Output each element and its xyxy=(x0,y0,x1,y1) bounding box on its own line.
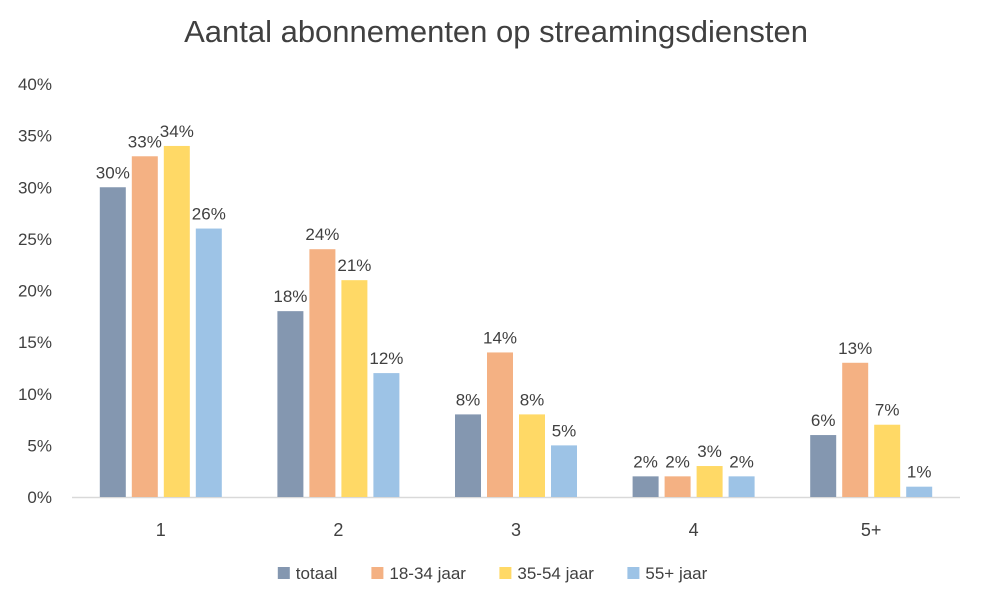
data-label: 1% xyxy=(907,463,932,482)
data-label: 34% xyxy=(160,122,194,141)
bar xyxy=(99,187,126,497)
data-label: 24% xyxy=(305,225,339,244)
data-label: 33% xyxy=(128,132,162,151)
data-label: 12% xyxy=(369,349,403,368)
bar xyxy=(455,414,481,497)
bar xyxy=(551,445,577,497)
y-tick-label: 35% xyxy=(18,127,52,146)
data-label: 2% xyxy=(665,452,690,471)
x-tick-label: 3 xyxy=(511,520,521,540)
y-tick-label: 20% xyxy=(18,282,52,301)
legend-label: 35-54 jaar xyxy=(517,564,594,583)
bar xyxy=(632,476,659,497)
data-label: 18% xyxy=(273,287,307,306)
bar xyxy=(874,424,901,497)
bar xyxy=(163,145,190,497)
y-tick-label: 25% xyxy=(18,230,52,249)
y-tick-label: 10% xyxy=(18,385,52,404)
data-label: 2% xyxy=(729,452,754,471)
data-label: 8% xyxy=(456,390,481,409)
x-tick-label: 4 xyxy=(689,520,699,540)
data-label: 13% xyxy=(838,339,872,358)
legend-label: totaal xyxy=(296,564,338,583)
chart-title: Aantal abonnementen op streamingsdienste… xyxy=(184,14,808,49)
data-label: 26% xyxy=(192,205,226,224)
legend-label: 55+ jaar xyxy=(645,564,707,583)
x-tick-label: 2 xyxy=(333,520,343,540)
bar xyxy=(810,435,837,497)
legend-swatch xyxy=(499,567,512,579)
bar xyxy=(519,414,545,497)
y-tick-label: 0% xyxy=(27,488,52,507)
y-tick-label: 30% xyxy=(18,178,52,197)
data-label: 14% xyxy=(483,328,517,347)
data-label: 5% xyxy=(552,421,577,440)
data-label: 21% xyxy=(337,256,371,275)
bar xyxy=(373,373,400,497)
x-tick-label: 5+ xyxy=(861,520,882,540)
bar xyxy=(341,280,368,497)
y-tick-label: 40% xyxy=(18,75,52,94)
bar xyxy=(906,486,933,497)
legend: totaal 18-34 jaar 35-54 jaar 55+ jaar xyxy=(277,564,708,583)
legend-swatch xyxy=(277,567,290,579)
legend-swatch xyxy=(371,567,384,579)
y-tick-label: 15% xyxy=(18,333,52,352)
data-label: 30% xyxy=(96,163,130,182)
data-label: 3% xyxy=(697,442,722,461)
data-label: 7% xyxy=(875,401,900,420)
bar xyxy=(487,352,513,497)
bar xyxy=(309,249,336,497)
bar xyxy=(664,476,691,497)
bar xyxy=(696,466,723,497)
legend-swatch xyxy=(627,567,640,579)
bar xyxy=(728,476,755,497)
bar xyxy=(842,362,869,497)
data-label: 2% xyxy=(633,452,658,471)
y-tick-label: 5% xyxy=(27,436,52,455)
bar xyxy=(131,156,158,497)
x-tick-label: 1 xyxy=(156,520,166,540)
bar xyxy=(277,311,304,497)
data-label: 6% xyxy=(811,411,836,430)
bar xyxy=(195,228,222,498)
data-label: 8% xyxy=(520,390,545,409)
legend-label: 18-34 jaar xyxy=(389,564,466,583)
